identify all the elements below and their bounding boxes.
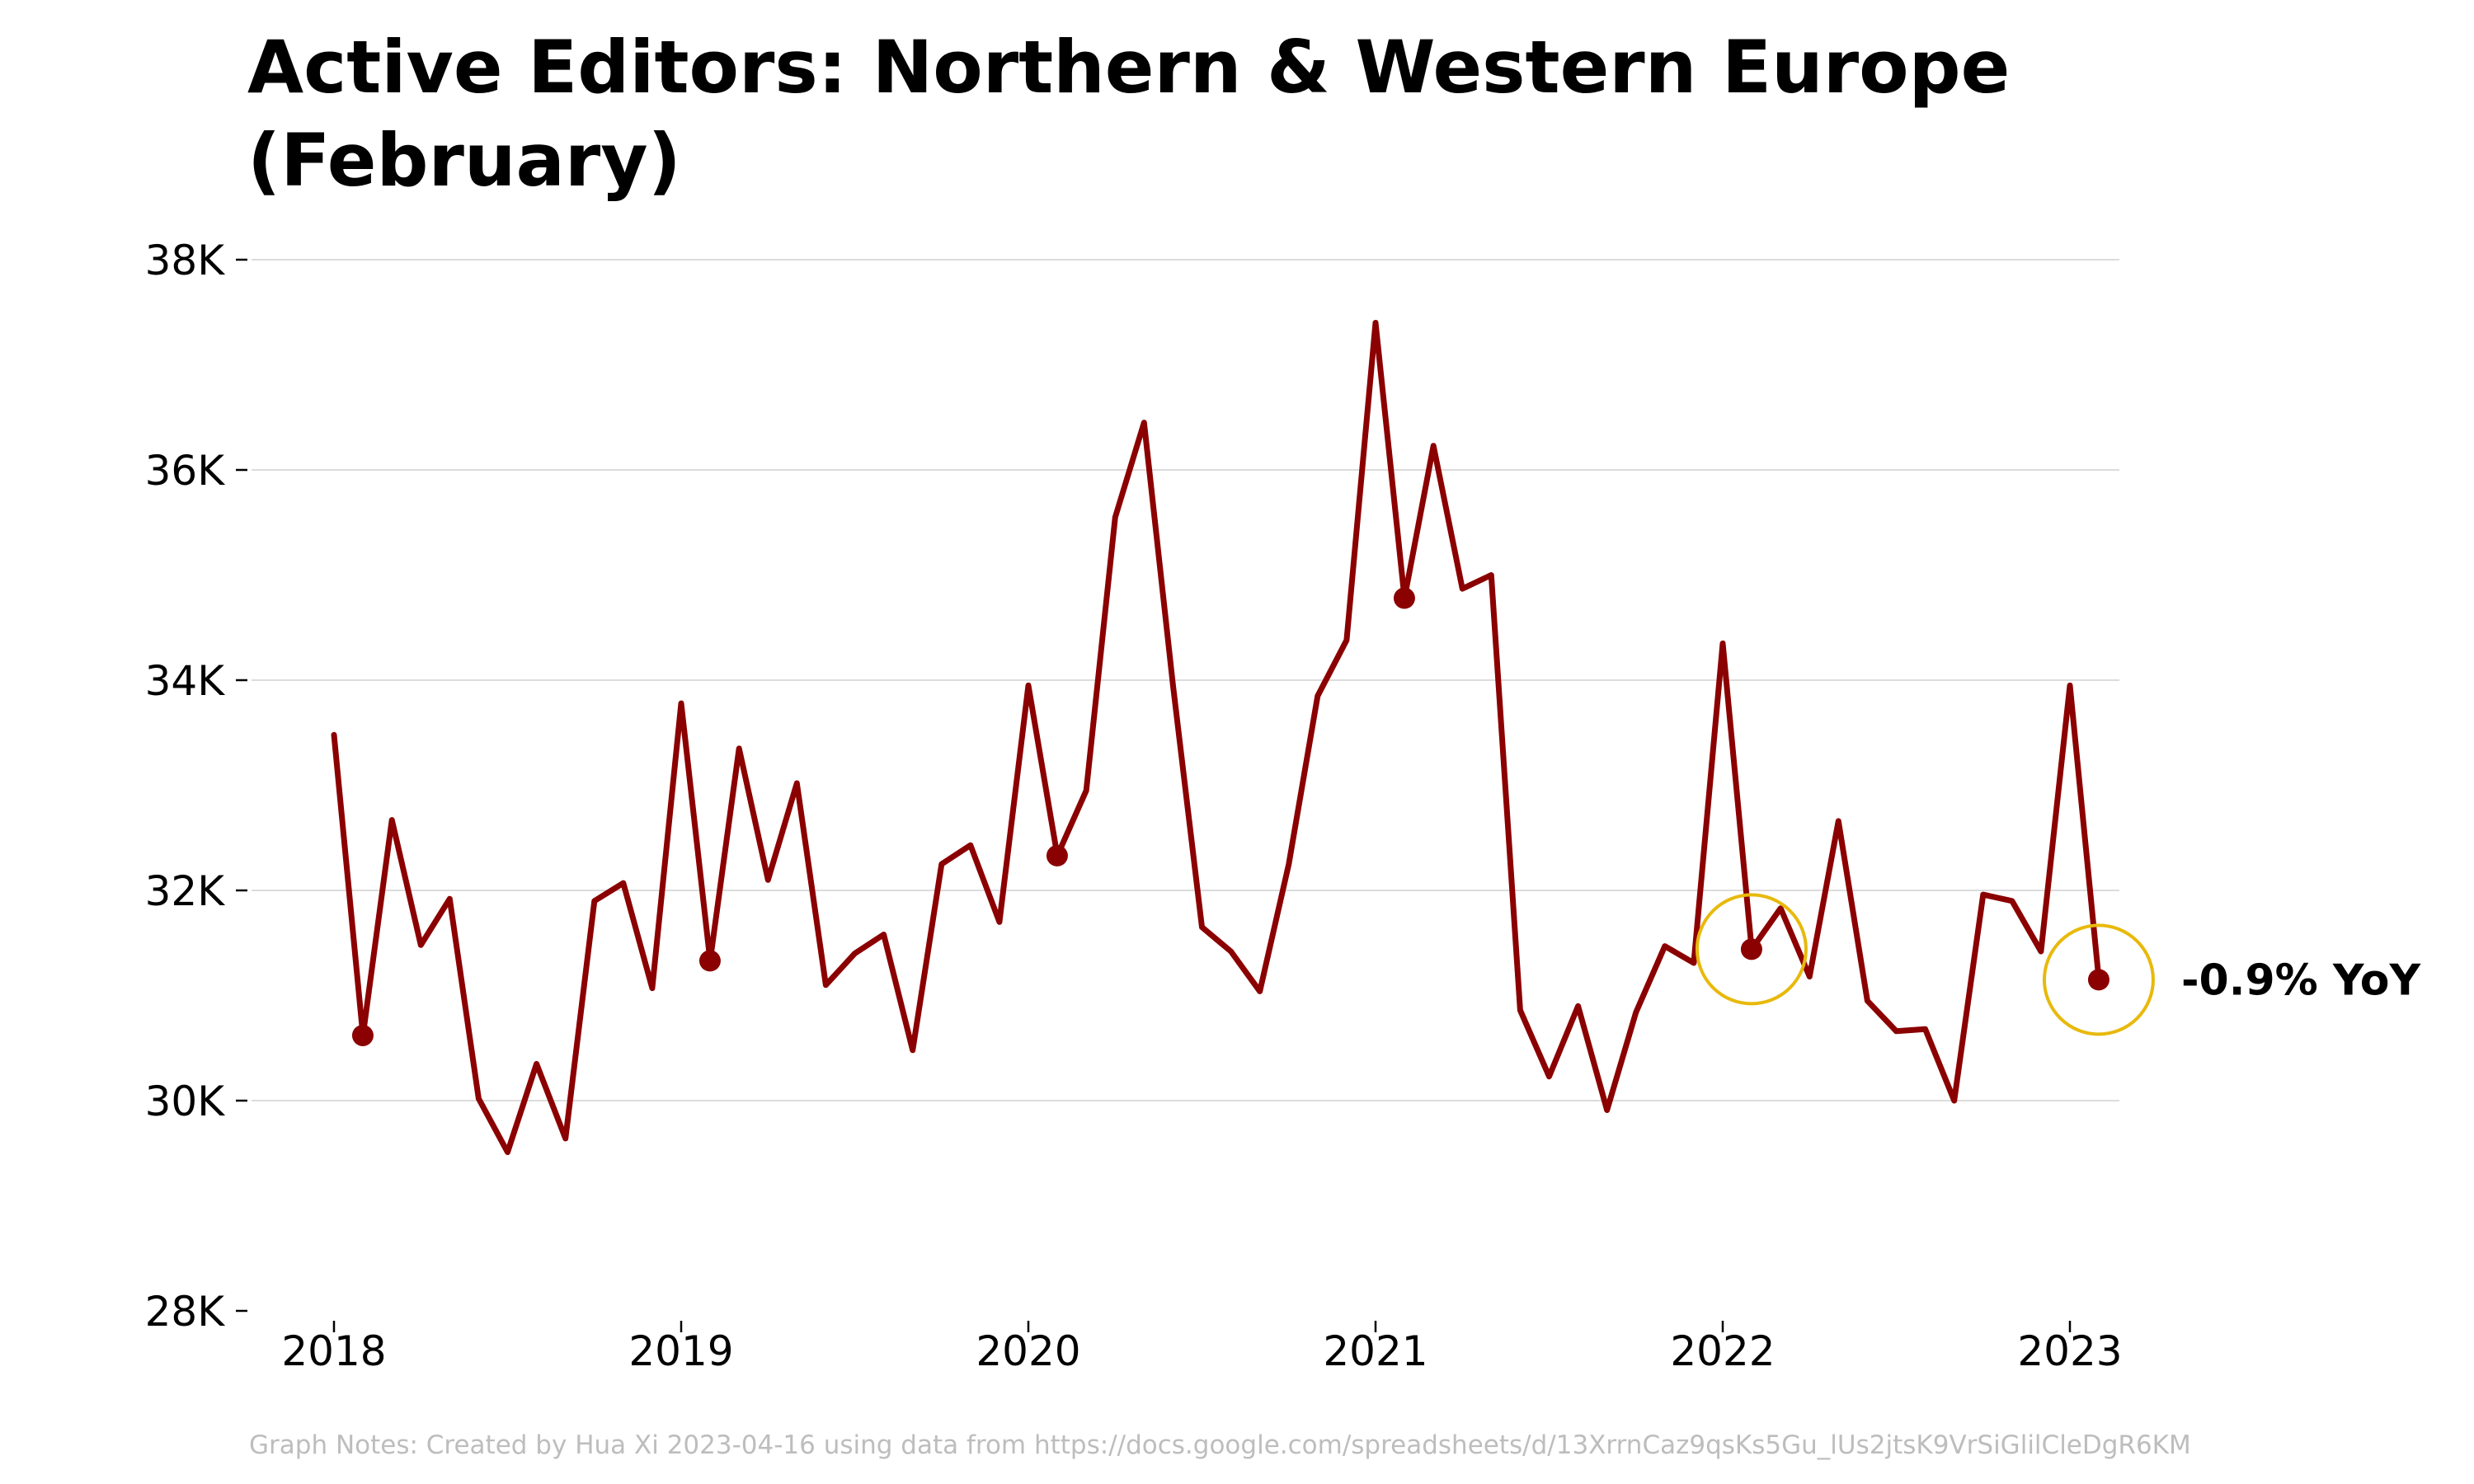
series-editors (331, 320, 2102, 1155)
highlight-ring-feb-2023 (2042, 923, 2155, 1036)
point-feb-2018 (351, 1024, 374, 1046)
chart-title-line-2: (February) (247, 118, 681, 203)
point-feb-2019 (698, 950, 721, 972)
yoy-annotation-label: -0.9% YoY (2181, 956, 2422, 1005)
y-tick-label-34K: 34K (145, 657, 226, 705)
yoy-annotation: -0.9% YoY (2181, 956, 2422, 1005)
x-tick-label-2018: 2018 (281, 1327, 386, 1375)
x-tick-label-2021: 2021 (1323, 1327, 1427, 1375)
y-axis: 28K 30K 32K 34K 36K 38K (145, 237, 247, 1336)
x-axis: 2018 2019 2020 2021 2022 2023 (281, 1321, 2123, 1375)
gridlines (252, 259, 2119, 1101)
point-feb-2020 (1046, 844, 1068, 866)
chart-title-line-1: Active Editors: Northern & Western Europ… (247, 25, 2010, 110)
x-tick-label-2020: 2020 (976, 1327, 1080, 1375)
point-feb-2022 (1740, 938, 1762, 960)
graph-notes: Graph Notes: Created by Hua Xi 2023-04-1… (249, 1430, 2191, 1460)
y-tick-label-32K: 32K (145, 867, 226, 915)
point-feb-2021 (1393, 587, 1415, 609)
x-tick-label-2019: 2019 (628, 1327, 733, 1375)
y-tick-label-36K: 36K (145, 447, 226, 495)
series-line (331, 320, 2102, 1155)
y-tick-label-30K: 30K (145, 1078, 226, 1125)
chart-title: Active Editors: Northern & Western Europ… (247, 25, 2010, 203)
point-feb-2023 (2087, 969, 2109, 991)
february-points (351, 587, 2155, 1046)
y-tick-label-28K: 28K (145, 1288, 226, 1336)
highlight-ring-feb-2022 (1695, 893, 1808, 1006)
x-tick-label-2022: 2022 (1670, 1327, 1775, 1375)
x-tick-label-2023: 2023 (2017, 1327, 2122, 1375)
y-tick-label-38K: 38K (145, 237, 226, 284)
